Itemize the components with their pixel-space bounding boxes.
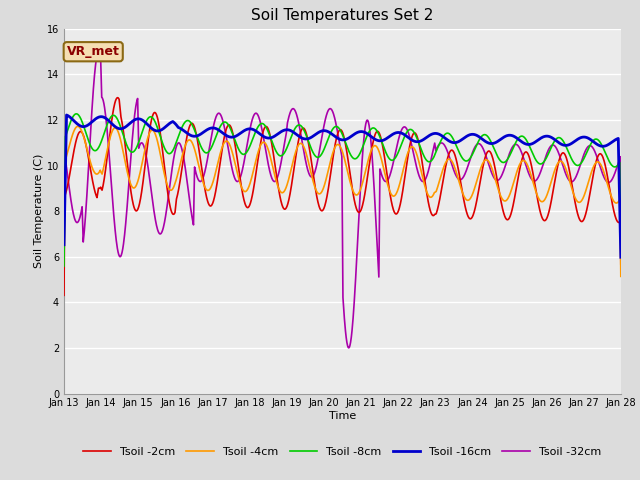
X-axis label: Time: Time [329,411,356,421]
Tsoil -2cm [610,208,618,214]
Tsoil -2cm [148,117,156,123]
Tsoil -8cm [72,111,80,117]
Tsoil -8cm [556,135,563,141]
Tsoil -16cm [617,254,625,260]
Line: Tsoil -16cm: Tsoil -16cm [64,115,621,257]
Line: Tsoil -4cm: Tsoil -4cm [64,126,621,276]
Text: VR_met: VR_met [67,45,120,58]
Tsoil -32cm [617,232,625,238]
Tsoil -16cm [317,128,325,134]
Tsoil -4cm [617,274,625,279]
Tsoil -32cm [60,229,68,235]
Tsoil -4cm [328,153,336,158]
Tsoil -4cm [74,123,82,129]
Tsoil -32cm [611,172,618,178]
Line: Tsoil -32cm: Tsoil -32cm [64,52,621,348]
Tsoil -16cm [610,138,618,144]
Tsoil -4cm [60,252,68,258]
Tsoil -2cm [556,156,563,162]
Tsoil -2cm [114,95,122,101]
Tsoil -16cm [63,112,70,118]
Tsoil -16cm [328,132,336,137]
Line: Tsoil -2cm: Tsoil -2cm [64,98,621,295]
Tsoil -32cm [556,154,564,159]
Tsoil -8cm [610,164,618,169]
Tsoil -2cm [474,192,482,197]
Title: Soil Temperatures Set 2: Soil Temperatures Set 2 [252,9,433,24]
Tsoil -8cm [474,140,482,145]
Tsoil -16cm [148,125,156,131]
Tsoil -16cm [60,242,68,248]
Tsoil -32cm [148,190,156,195]
Legend: Tsoil -2cm, Tsoil -4cm, Tsoil -8cm, Tsoil -16cm, Tsoil -32cm: Tsoil -2cm, Tsoil -4cm, Tsoil -8cm, Tsoi… [79,442,606,461]
Tsoil -32cm [328,108,336,113]
Tsoil -16cm [474,133,482,139]
Tsoil -8cm [617,246,625,252]
Tsoil -4cm [474,174,482,180]
Tsoil -4cm [317,189,325,195]
Tsoil -8cm [148,114,156,120]
Tsoil -32cm [345,345,353,351]
Tsoil -8cm [60,263,68,269]
Tsoil -4cm [556,158,563,164]
Tsoil -2cm [617,261,625,267]
Tsoil -32cm [474,141,482,146]
Tsoil -4cm [610,199,618,204]
Tsoil -32cm [317,136,325,142]
Line: Tsoil -8cm: Tsoil -8cm [64,114,621,266]
Tsoil -2cm [328,161,336,167]
Tsoil -4cm [148,128,156,133]
Tsoil -16cm [556,140,563,146]
Tsoil -8cm [328,127,336,133]
Tsoil -2cm [60,292,68,298]
Tsoil -32cm [95,49,102,55]
Y-axis label: Soil Temperature (C): Soil Temperature (C) [34,154,44,268]
Tsoil -2cm [317,208,325,214]
Tsoil -8cm [317,151,325,157]
